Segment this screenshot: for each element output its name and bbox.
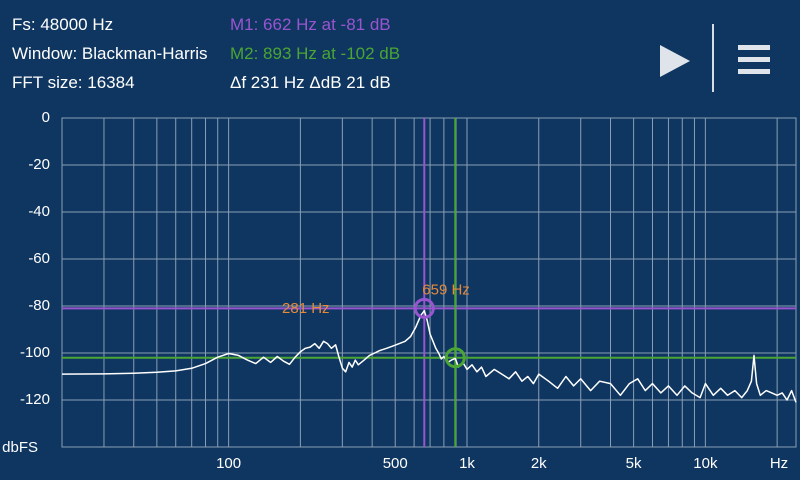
x-tick-label: 100	[216, 455, 242, 472]
y-tick-label: 0	[41, 109, 50, 126]
y-tick-label: -80	[28, 297, 50, 314]
hamburger-menu-icon	[738, 45, 770, 74]
marker-delta-readout: Δf 231 Hz ΔdB 21 dB	[230, 73, 391, 92]
marker2-handle[interactable]	[444, 347, 466, 369]
play-button[interactable]	[652, 38, 698, 84]
fft-size-label: FFT size: 16384	[12, 73, 135, 92]
x-tick-label: 1k	[459, 455, 475, 472]
x-tick-label: 5k	[625, 455, 642, 472]
marker1-handle[interactable]	[413, 297, 435, 319]
y-tick-label: -40	[28, 203, 50, 220]
toolbar-divider	[712, 24, 714, 92]
marker2-readout: M2: 893 Hz at -102 dB	[230, 44, 401, 63]
spectrum-trace	[61, 309, 797, 403]
play-icon	[660, 45, 690, 77]
peak-frequency-label: 281 Hz	[282, 300, 330, 317]
x-unit-label: Hz	[769, 455, 789, 472]
y-tick-label: -60	[28, 250, 50, 267]
peak-frequency-label: 659 Hz	[422, 281, 470, 298]
x-tick-label: 2k	[530, 455, 547, 472]
menu-button[interactable]	[734, 40, 774, 80]
window-function-label: Window: Blackman-Harris	[12, 44, 208, 63]
x-tick-label: 500	[382, 455, 408, 472]
marker-readouts: M1: 662 Hz at -81 dB M2: 893 Hz at -102 …	[230, 10, 400, 97]
y-tick-label: -120	[19, 391, 50, 408]
y-unit-label: dbFS	[2, 439, 38, 456]
analyzer-settings: Fs: 48000 Hz Window: Blackman-Harris FFT…	[12, 10, 208, 97]
x-tick-label: 10k	[693, 455, 718, 472]
sample-rate-label: Fs: 48000 Hz	[12, 15, 114, 34]
marker1-readout: M1: 662 Hz at -81 dB	[230, 15, 391, 34]
plot-frame	[61, 117, 797, 448]
y-tick-label: -100	[19, 344, 50, 361]
y-tick-label: -20	[28, 156, 50, 173]
